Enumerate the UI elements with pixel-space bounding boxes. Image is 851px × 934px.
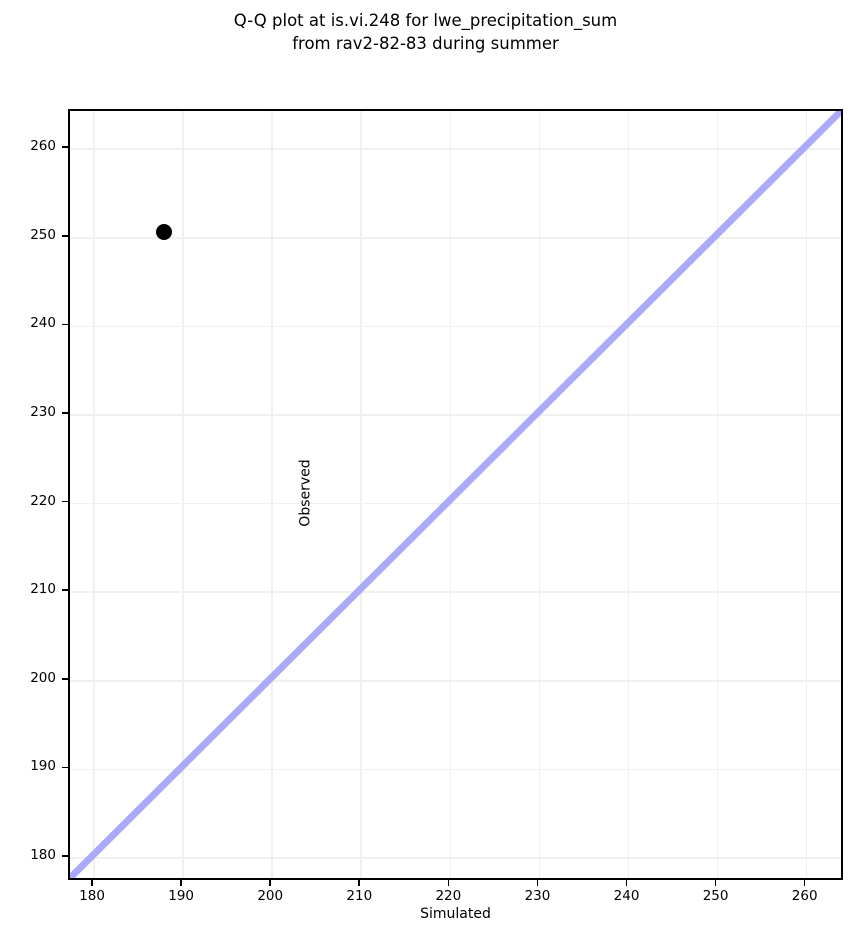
x-tick-label: 220	[435, 888, 462, 904]
y-tick-label: 200	[30, 669, 56, 686]
y-tick-label: 240	[30, 315, 56, 332]
gridline-horizontal	[70, 680, 841, 682]
y-axis-label: Observed	[297, 459, 314, 527]
x-tick-mark	[536, 880, 539, 886]
gridline-vertical	[805, 111, 808, 878]
y-tick-mark	[62, 678, 68, 680]
data-point	[155, 223, 172, 240]
x-tick-mark	[625, 880, 628, 886]
y-tick-mark	[62, 146, 68, 148]
y-tick-mark	[62, 234, 68, 237]
gridline-horizontal	[70, 591, 841, 593]
y-tick-label: 210	[30, 581, 56, 598]
x-tick-label: 190	[168, 888, 195, 904]
x-tick-label: 250	[702, 888, 729, 904]
y-tick-label: 260	[30, 138, 56, 155]
gridline-vertical	[182, 111, 184, 878]
gridline-horizontal	[70, 502, 841, 505]
y-tick-label: 230	[30, 403, 56, 420]
y-tick-mark	[62, 412, 68, 414]
y-tick-label: 220	[30, 492, 56, 509]
y-tick-mark	[62, 589, 68, 591]
plot-area	[68, 109, 843, 880]
y-tick-mark	[62, 323, 68, 326]
gridline-vertical	[716, 111, 719, 878]
x-tick-label: 180	[79, 888, 105, 904]
x-axis-label: Simulated	[420, 906, 491, 922]
x-tick-mark	[447, 880, 450, 886]
gridline-vertical	[271, 111, 273, 878]
x-tick-mark	[180, 880, 182, 886]
gridline-horizontal	[70, 148, 841, 150]
y-tick-mark	[62, 766, 68, 769]
y-tick-mark	[62, 500, 68, 503]
gridline-horizontal	[70, 768, 841, 771]
gridline-horizontal	[70, 414, 841, 416]
y-tick-label: 250	[30, 226, 56, 243]
gridline-vertical	[93, 111, 95, 878]
x-tick-label: 200	[257, 888, 284, 904]
gridline-horizontal	[70, 325, 841, 328]
gridline-vertical	[538, 111, 541, 878]
chart-title: Q-Q plot at is.vi.248 for lwe_precipitat…	[0, 9, 851, 55]
x-tick-label: 260	[791, 888, 818, 904]
x-tick-label: 240	[613, 888, 640, 904]
x-tick-label: 230	[524, 888, 551, 904]
y-tick-mark	[62, 855, 68, 857]
gridline-vertical	[627, 111, 630, 878]
gridline-vertical	[360, 111, 363, 878]
y-tick-label: 180	[30, 847, 56, 864]
x-tick-label: 210	[346, 888, 373, 904]
x-tick-mark	[803, 880, 806, 886]
y-tick-label: 190	[30, 758, 56, 775]
x-tick-mark	[269, 880, 271, 886]
x-tick-mark	[714, 880, 717, 886]
gridline-horizontal	[70, 236, 841, 239]
reference-line	[70, 111, 841, 878]
x-tick-mark	[91, 880, 93, 886]
x-tick-mark	[358, 880, 361, 886]
chart-title-line-2: from rav2-82-83 during summer	[292, 34, 559, 53]
chart-title-line-1: Q-Q plot at is.vi.248 for lwe_precipitat…	[233, 11, 618, 30]
gridline-vertical	[449, 111, 452, 878]
gridline-horizontal	[70, 857, 841, 859]
